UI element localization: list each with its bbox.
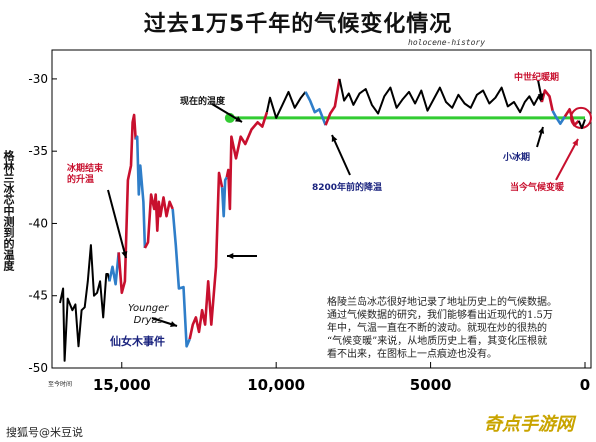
arrow-glacial-rise-head (121, 251, 128, 258)
annotation-younger-dryas-cn: 仙女木事件 (110, 335, 165, 348)
annotation-medieval-warm: 中世纪暖期 (514, 73, 560, 83)
series-line-red (143, 193, 174, 249)
series-line-red (188, 171, 224, 340)
series-line-red (563, 108, 580, 127)
series-line-red (117, 113, 137, 295)
y-tick-label: -35 (28, 144, 48, 158)
arrow-current-warming-head (572, 139, 578, 146)
temperature-series (59, 78, 586, 362)
arrow-glacial-rise (107, 189, 127, 259)
x-tick-label: 15,000 (93, 376, 151, 394)
annotation-arrows (107, 79, 579, 327)
series-line-blue (108, 252, 120, 286)
arrow-younger-dryas-head (170, 321, 177, 327)
annotation-younger-dryas-en: Younger Dryas (128, 303, 169, 326)
annotation-present-temp: 现在的温度 (180, 97, 226, 107)
x-axis-caption: 至今时间 (48, 381, 73, 388)
arrow-current-warming (555, 138, 579, 181)
series-line-blue (304, 91, 327, 126)
arrow-bolling-head (227, 252, 234, 260)
series-line-black (59, 244, 111, 362)
series-line-red (225, 111, 269, 211)
y-tick-label: -50 (28, 361, 48, 375)
y-tick-label: -30 (28, 72, 48, 86)
series-line-black (577, 119, 586, 130)
x-axis: 15,000 10,000 5000 0 (93, 362, 590, 394)
arrow-medieval-warm-head (537, 93, 544, 100)
series-line-red (540, 89, 554, 111)
series-line-blue (171, 208, 191, 348)
explanation-line: “气候变暖”来说，从地质历史上看，其变化压根就 (327, 336, 548, 347)
x-tick-label: 5000 (410, 376, 452, 394)
series-line-black (338, 78, 543, 115)
series-line-red (324, 78, 341, 126)
explanation-line: 通过气候数据的研究，我们能够看出近现代的1.5万 (327, 310, 553, 321)
y-tick-label: -40 (28, 216, 48, 230)
explanation-line: 格陵兰岛冰芯很好地记录了地址历史上的气候数据。 (327, 297, 557, 308)
series-line-blue (551, 110, 566, 125)
arrow-little-ice-age-head (538, 127, 545, 134)
series-line-blue (134, 135, 147, 249)
arrow-8200-event (331, 134, 351, 176)
arrow-present-temp-head (235, 116, 242, 122)
source-credit: 搜狐号@米豆说 (6, 426, 83, 439)
series-line-black (265, 90, 307, 119)
watermark-logo: 奇点手游网 (484, 414, 574, 435)
annotation-8200-event: 8200年前的降温 (312, 183, 383, 193)
explanation-text: 格陵兰岛冰芯很好地记录了地址历史上的气候数据。 通过气候数据的研究，我们能够看出… (327, 296, 579, 361)
chart-subtitle: holocene-history (408, 38, 486, 47)
explanation-line: 年中，气温一直在不断的波动。就现在炒的很热的 (327, 323, 547, 334)
annotation-little-ice-age: 小冰期 (503, 153, 531, 163)
annotation-current-warming: 当今气候变暖 (510, 183, 565, 193)
series-line-blue (220, 176, 228, 218)
chart-title: 过去1万5千年的气候变化情况 (143, 12, 453, 37)
x-tick-label: 10,000 (247, 376, 305, 394)
y-tick-label: -45 (28, 289, 48, 303)
x-tick-label: 0 (580, 376, 590, 394)
y-axis-label: 格林兰冰芯中测到的温度 (2, 150, 15, 271)
y-axis: -30 -35 -40 -45 -50 (28, 72, 57, 375)
plot-frame (51, 49, 592, 369)
annotation-glacial-rise: 冰期结束 的升温 (67, 164, 104, 185)
explanation-line: 看不出来，在图标上一点痕迹也没有。 (327, 349, 497, 360)
arrow-8200-event-head (331, 135, 338, 142)
